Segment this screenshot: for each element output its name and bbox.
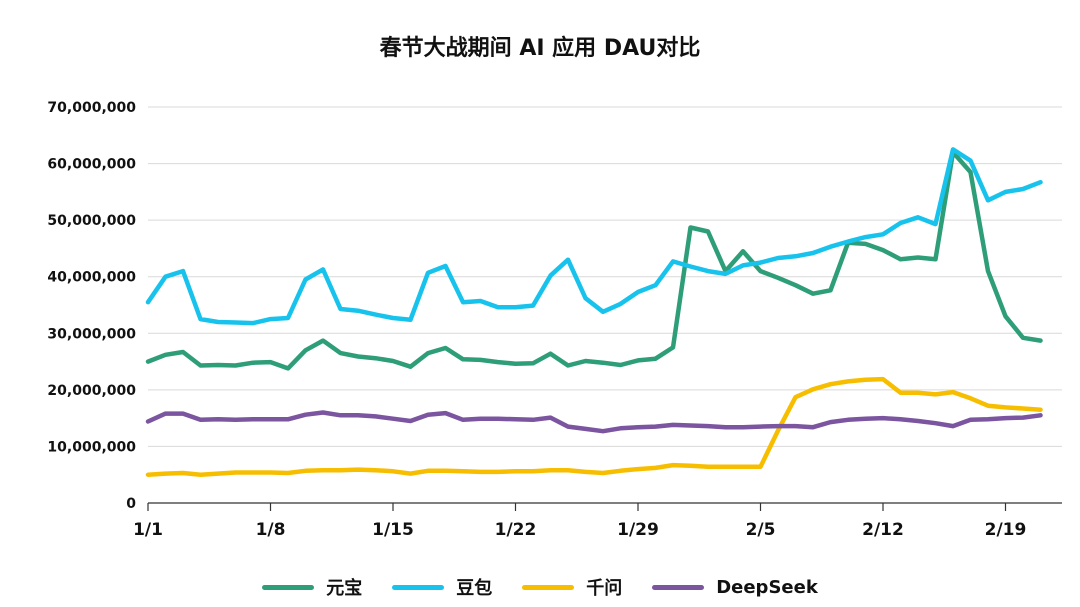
x-tick-label: 1/15 [372, 520, 414, 540]
x-tick-label: 1/29 [617, 520, 659, 540]
legend-label: 千问 [586, 578, 623, 599]
x-tick-label: 2/5 [746, 520, 776, 540]
legend-swatch [262, 584, 315, 590]
legend-item: 元宝 [262, 574, 362, 600]
y-tick-label: 70,000,000 [47, 100, 136, 116]
legend-label: DeepSeek [716, 576, 818, 598]
x-tick-label: 2/12 [862, 520, 904, 540]
series-line-千问 [145, 376, 1043, 477]
x-tick-label: 1/22 [495, 520, 537, 540]
x-tick-label: 1/8 [256, 520, 286, 540]
legend-swatch [392, 584, 445, 590]
legend-swatch [652, 584, 705, 590]
series-line-豆包 [145, 147, 1043, 326]
y-tick-label: 50,000,000 [47, 213, 136, 229]
legend-item: 豆包 [392, 574, 492, 600]
x-tick-label: 1/1 [133, 520, 163, 540]
legend-swatch [522, 584, 575, 590]
y-tick-label: 0 [126, 496, 136, 512]
legend: 元宝 豆包 千问 DeepSeek [0, 574, 1080, 600]
y-tick-label: 40,000,000 [47, 270, 136, 286]
legend-item: 千问 [522, 574, 622, 600]
y-tick-label: 60,000,000 [47, 157, 136, 173]
y-tick-label: 20,000,000 [47, 383, 136, 399]
legend-label: 元宝 [326, 578, 363, 599]
legend-label: 豆包 [456, 578, 493, 599]
legend-item: DeepSeek [652, 574, 818, 600]
y-tick-label: 30,000,000 [47, 326, 136, 342]
y-tick-label: 10,000,000 [47, 439, 136, 455]
series-line-DeepSeek [145, 410, 1043, 434]
chart-title: 春节大战期间 AI 应用 DAU对比 [379, 36, 701, 61]
x-tick-label: 2/19 [985, 520, 1027, 540]
series-line-元宝 [145, 150, 1043, 371]
